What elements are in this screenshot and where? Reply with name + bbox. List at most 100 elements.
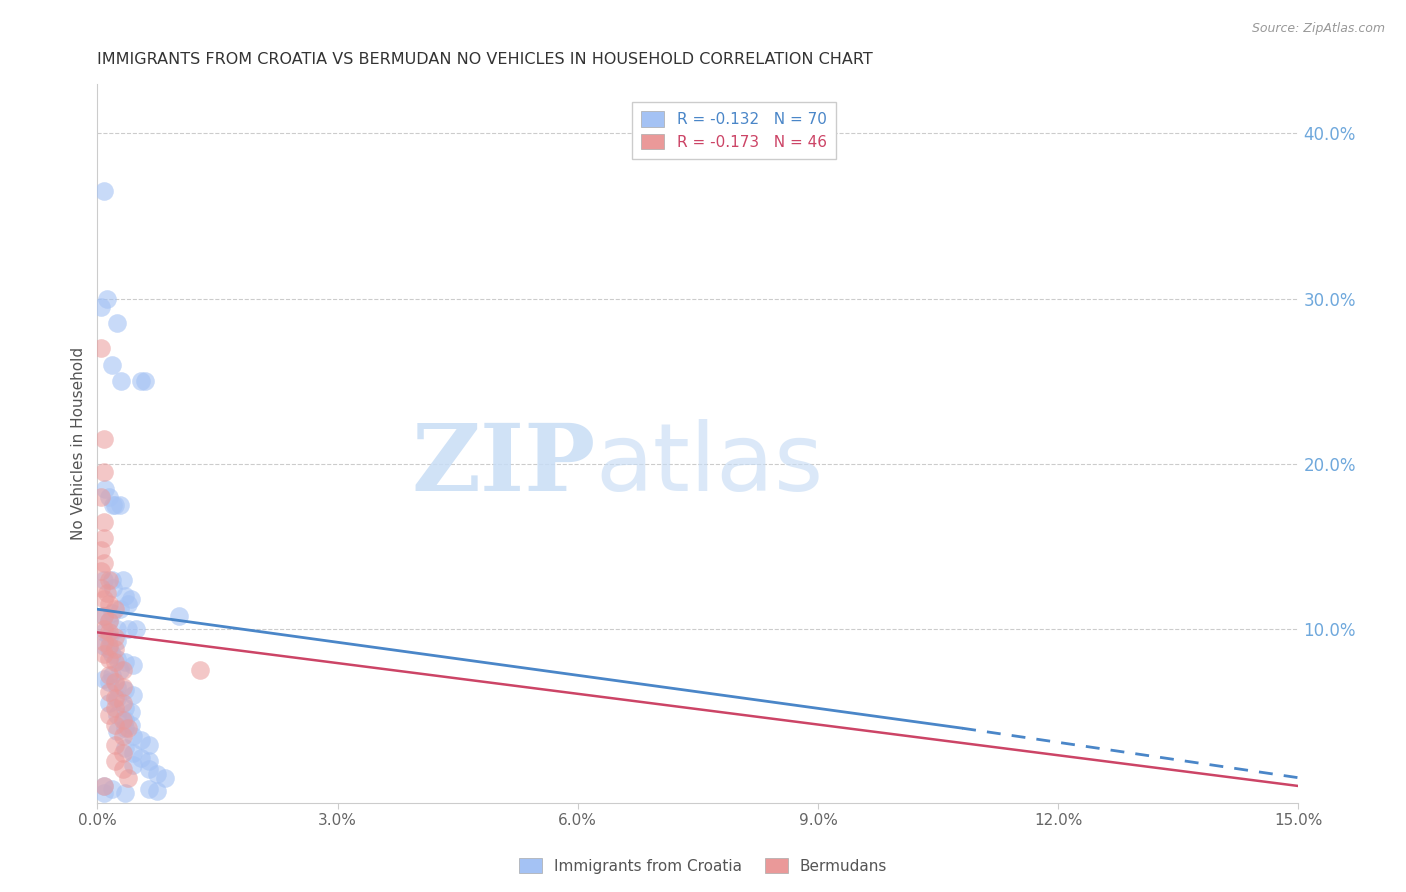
Point	[90, 542, 112, 557]
Point	[131, 732, 153, 747]
Point	[138, 763, 160, 777]
Point	[114, 721, 136, 735]
Point	[93, 635, 115, 649]
Point	[105, 652, 128, 666]
Text: Source: ZipAtlas.com: Source: ZipAtlas.com	[1251, 22, 1385, 36]
Point	[96, 292, 118, 306]
Point	[100, 782, 122, 797]
Point	[131, 374, 153, 388]
Point	[117, 721, 139, 735]
Legend: Immigrants from Croatia, Bermudans: Immigrants from Croatia, Bermudans	[513, 852, 893, 880]
Point	[98, 708, 121, 723]
Point	[111, 713, 134, 727]
Point	[120, 705, 142, 719]
Point	[93, 779, 115, 793]
Point	[122, 757, 145, 772]
Text: ZIP: ZIP	[412, 420, 596, 509]
Point	[105, 317, 128, 331]
Point	[104, 498, 127, 512]
Point	[93, 779, 115, 793]
Point	[122, 730, 145, 744]
Point	[120, 592, 142, 607]
Point	[90, 300, 112, 314]
Point	[114, 741, 136, 756]
Point	[105, 680, 128, 694]
Point	[104, 738, 127, 752]
Point	[104, 674, 127, 689]
Point	[122, 658, 145, 673]
Point	[98, 685, 121, 699]
Text: atlas: atlas	[596, 418, 824, 511]
Point	[93, 465, 115, 479]
Point	[125, 622, 148, 636]
Point	[111, 746, 134, 760]
Point	[100, 358, 122, 372]
Point	[122, 688, 145, 702]
Point	[111, 664, 134, 678]
Point	[111, 680, 134, 694]
Point	[98, 573, 121, 587]
Point	[93, 786, 115, 800]
Point	[93, 608, 115, 623]
Point	[104, 630, 127, 644]
Point	[93, 608, 115, 623]
Point	[105, 691, 128, 706]
Point	[138, 754, 160, 768]
Point	[104, 602, 127, 616]
Point	[93, 672, 115, 686]
Point	[138, 738, 160, 752]
Point	[93, 184, 115, 198]
Point	[93, 647, 115, 661]
Point	[98, 668, 121, 682]
Point	[167, 608, 190, 623]
Point	[93, 556, 115, 570]
Point	[93, 639, 115, 653]
Point	[108, 602, 131, 616]
Point	[94, 482, 117, 496]
Point	[104, 718, 127, 732]
Point	[93, 625, 115, 640]
Point	[104, 701, 127, 715]
Text: IMMIGRANTS FROM CROATIA VS BERMUDAN NO VEHICLES IN HOUSEHOLD CORRELATION CHART: IMMIGRANTS FROM CROATIA VS BERMUDAN NO V…	[97, 53, 873, 68]
Point	[98, 630, 121, 644]
Point	[114, 683, 136, 698]
Point	[104, 754, 127, 768]
Point	[108, 664, 131, 678]
Point	[103, 498, 125, 512]
Point	[98, 490, 121, 504]
Point	[98, 639, 121, 653]
Point	[93, 531, 115, 545]
Point	[98, 641, 121, 656]
Point	[110, 374, 132, 388]
Point	[103, 581, 125, 595]
Point	[93, 592, 115, 607]
Y-axis label: No Vehicles in Household: No Vehicles in Household	[72, 347, 86, 540]
Point	[104, 641, 127, 656]
Legend: R = -0.132   N = 70, R = -0.173   N = 46: R = -0.132 N = 70, R = -0.173 N = 46	[633, 103, 835, 159]
Point	[120, 718, 142, 732]
Point	[90, 564, 112, 578]
Point	[111, 763, 134, 777]
Point	[93, 622, 115, 636]
Point	[100, 606, 122, 620]
Point	[146, 784, 169, 798]
Point	[122, 746, 145, 760]
Point	[104, 691, 127, 706]
Point	[117, 771, 139, 785]
Point	[104, 655, 127, 669]
Point	[114, 786, 136, 800]
Point	[138, 782, 160, 797]
Point	[98, 697, 121, 711]
Point	[108, 498, 131, 512]
Point	[146, 767, 169, 781]
Point	[98, 674, 121, 689]
Point	[114, 655, 136, 669]
Point	[93, 515, 115, 529]
Point	[100, 573, 122, 587]
Point	[111, 730, 134, 744]
Point	[134, 374, 156, 388]
Point	[93, 432, 115, 446]
Point	[188, 664, 211, 678]
Point	[111, 697, 134, 711]
Point	[105, 622, 128, 636]
